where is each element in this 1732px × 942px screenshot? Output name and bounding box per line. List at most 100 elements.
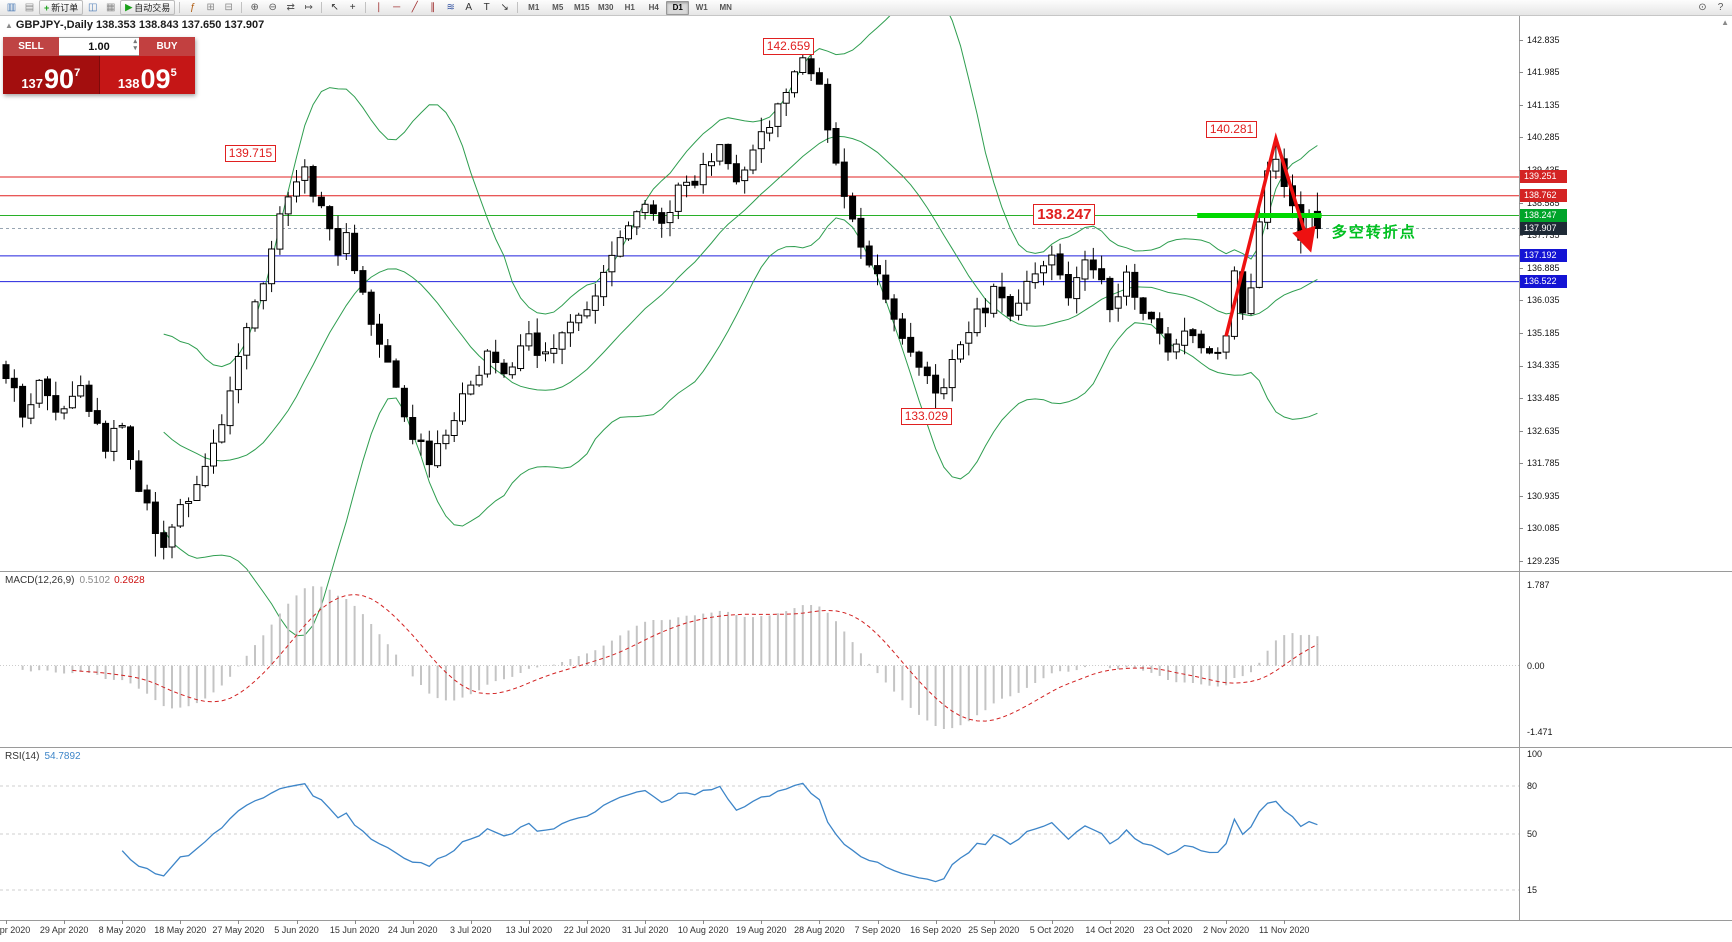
date-axis-label: 20 Apr 2020: [0, 925, 31, 935]
stepper-down-icon[interactable]: ▾: [133, 45, 137, 52]
macd-main-value: 0.5102: [79, 575, 111, 586]
profiles-icon[interactable]: ▤: [24, 2, 35, 13]
price-axis-tag: 136.522: [1520, 275, 1567, 289]
autotrading-button-label: 自动交易: [134, 3, 171, 13]
rsi-name: RSI(14): [5, 751, 40, 762]
timeframe-m30[interactable]: M30: [597, 3, 614, 12]
one-click-trade-panel: SELL 1.00 ▴ ▾ BUY 137 90 7 138 09 5: [3, 37, 195, 94]
price-axis-tick: [1519, 169, 1523, 171]
ask-price-button[interactable]: 138 09 5: [99, 56, 195, 94]
timeframe-h4[interactable]: H4: [648, 3, 659, 12]
symbol-info: ▲ GBPJPY-,Daily 138.353 138.843 137.650 1…: [5, 19, 264, 31]
price-axis-tick: [1519, 430, 1523, 432]
price-axis-label: 139.435: [1527, 165, 1560, 175]
date-axis-tick: [761, 920, 763, 924]
price-axis-label: 142.835: [1527, 34, 1560, 45]
scroll-up-icon[interactable]: ▲: [1721, 18, 1729, 27]
horizontal-line-icon[interactable]: ─: [393, 2, 401, 13]
date-axis-tick: [1284, 920, 1286, 924]
price-callout[interactable]: 139.715: [224, 145, 277, 163]
toolbar: ▥ ▤ + 新订单 ◫ ▦ ▶ 自动交易 ƒ ⊞ ⊟ ⊕ ⊖ ⇄ ↦ ↖ + ∣ ─ ╱ ∥ ≋ A T ↘ M1 M5 M15 M30…: [0, 0, 1732, 16]
cursor-icon[interactable]: ↖: [330, 2, 339, 13]
auto-scroll-icon[interactable]: ⇄: [286, 2, 295, 13]
price-axis-tick: [1519, 300, 1523, 302]
date-axis-tick: [703, 920, 705, 924]
market-watch-icon[interactable]: ▦: [106, 2, 116, 13]
date-axis-label: 10 Aug 2020: [677, 925, 729, 935]
label-icon[interactable]: T: [483, 2, 490, 13]
price-axis-tick: [1519, 267, 1523, 269]
channel-icon[interactable]: ∥: [430, 2, 436, 13]
date-axis-label: 23 Oct 2020: [1143, 925, 1193, 935]
price-axis-tick: [1519, 398, 1523, 399]
timeframe-m1[interactable]: M1: [528, 3, 540, 12]
bid-price-button[interactable]: 137 90 7: [3, 56, 100, 94]
date-axis-tick: [354, 920, 356, 924]
price-axis-tag: 137.192: [1520, 249, 1567, 263]
price-axis-tick: [1519, 39, 1523, 41]
price-axis-label: 137.735: [1527, 230, 1560, 241]
new-chart-icon[interactable]: ▥: [6, 2, 17, 13]
indicators-icon[interactable]: ƒ: [189, 2, 196, 13]
timeframe-h1[interactable]: H1: [624, 3, 635, 12]
zoom-in-icon[interactable]: ⊕: [250, 2, 259, 13]
vertical-line-icon[interactable]: ∣: [376, 2, 382, 13]
date-axis-tick: [412, 920, 414, 924]
price-axis-tick: [1519, 495, 1523, 497]
price-axis-tag: 138.762: [1520, 189, 1567, 203]
autotrading-button[interactable]: ▶ 自动交易: [120, 0, 176, 15]
trendline-icon[interactable]: ╱: [411, 2, 418, 13]
price-callout[interactable]: 142.659: [762, 38, 815, 56]
price-axis-tick: [1519, 104, 1523, 106]
date-axis-tick: [64, 920, 66, 924]
macd-axis-label: 0.00: [1527, 660, 1545, 671]
search-icon[interactable]: ⊙: [1698, 2, 1707, 13]
price-axis-label: 130.085: [1527, 523, 1560, 534]
new-order-button[interactable]: + 新订单: [39, 0, 84, 15]
volume-input[interactable]: 1.00 ▴ ▾: [59, 37, 139, 56]
stepper-up-icon[interactable]: ▴: [133, 38, 137, 45]
help-icon[interactable]: ?: [1717, 2, 1724, 13]
price-axis-tick: [1519, 72, 1523, 74]
tile-windows-icon[interactable]: ⊞: [206, 2, 215, 13]
timeframe-w1[interactable]: W1: [695, 3, 708, 12]
timeframe-m5[interactable]: M5: [552, 3, 564, 12]
rsi-axis-label: 100: [1527, 749, 1543, 759]
date-axis-label: 7 Sep 2020: [854, 925, 901, 935]
one-click-collapse-icon[interactable]: ▲: [5, 21, 13, 30]
buy-button[interactable]: BUY: [139, 37, 195, 56]
timeframe-mn[interactable]: MN: [719, 3, 732, 12]
price-callout[interactable]: 133.029: [900, 407, 953, 425]
crosshair-icon[interactable]: +: [349, 2, 356, 13]
price-callout[interactable]: 138.247: [1033, 204, 1096, 226]
toolbar-separator: [517, 2, 519, 13]
fibonacci-icon[interactable]: ≋: [446, 2, 455, 13]
text-icon[interactable]: A: [465, 2, 473, 13]
zoom-out-icon[interactable]: ⊖: [268, 2, 277, 13]
date-axis-label: 5 Jun 2020: [274, 925, 319, 935]
rsi-indicator-label: RSI(14) 54.7892: [5, 751, 81, 762]
rsi-value: 54.7892: [44, 751, 81, 762]
arrows-icon[interactable]: ↘: [500, 2, 509, 13]
volume-value: 1.00: [88, 40, 110, 53]
chart-window-icon[interactable]: ◫: [88, 2, 98, 13]
timeframe-d1[interactable]: D1: [666, 0, 690, 15]
date-axis-label: 24 Jun 2020: [387, 925, 438, 935]
price-callout[interactable]: 140.281: [1205, 121, 1258, 139]
date-axis-label: 22 Jul 2020: [563, 925, 611, 935]
date-axis-label: 31 Jul 2020: [621, 925, 669, 935]
macd-signal-value: 0.2628: [114, 575, 145, 586]
date-axis-tick: [6, 920, 7, 924]
price-axis-tick: [1519, 365, 1523, 367]
price-axis-tick: [1519, 528, 1523, 530]
volume-steppers[interactable]: ▴ ▾: [133, 38, 137, 52]
chart-shift-icon[interactable]: ↦: [304, 2, 313, 13]
rsi-axis-label: 50: [1527, 829, 1538, 839]
timeframe-m15[interactable]: M15: [573, 3, 590, 12]
cascade-windows-icon[interactable]: ⊟: [224, 2, 233, 13]
date-axis-label: 8 May 2020: [98, 925, 146, 935]
chart-annotation-text[interactable]: 多空转折点: [1331, 223, 1417, 241]
sell-button[interactable]: SELL: [3, 37, 59, 56]
date-axis-tick: [180, 920, 182, 924]
